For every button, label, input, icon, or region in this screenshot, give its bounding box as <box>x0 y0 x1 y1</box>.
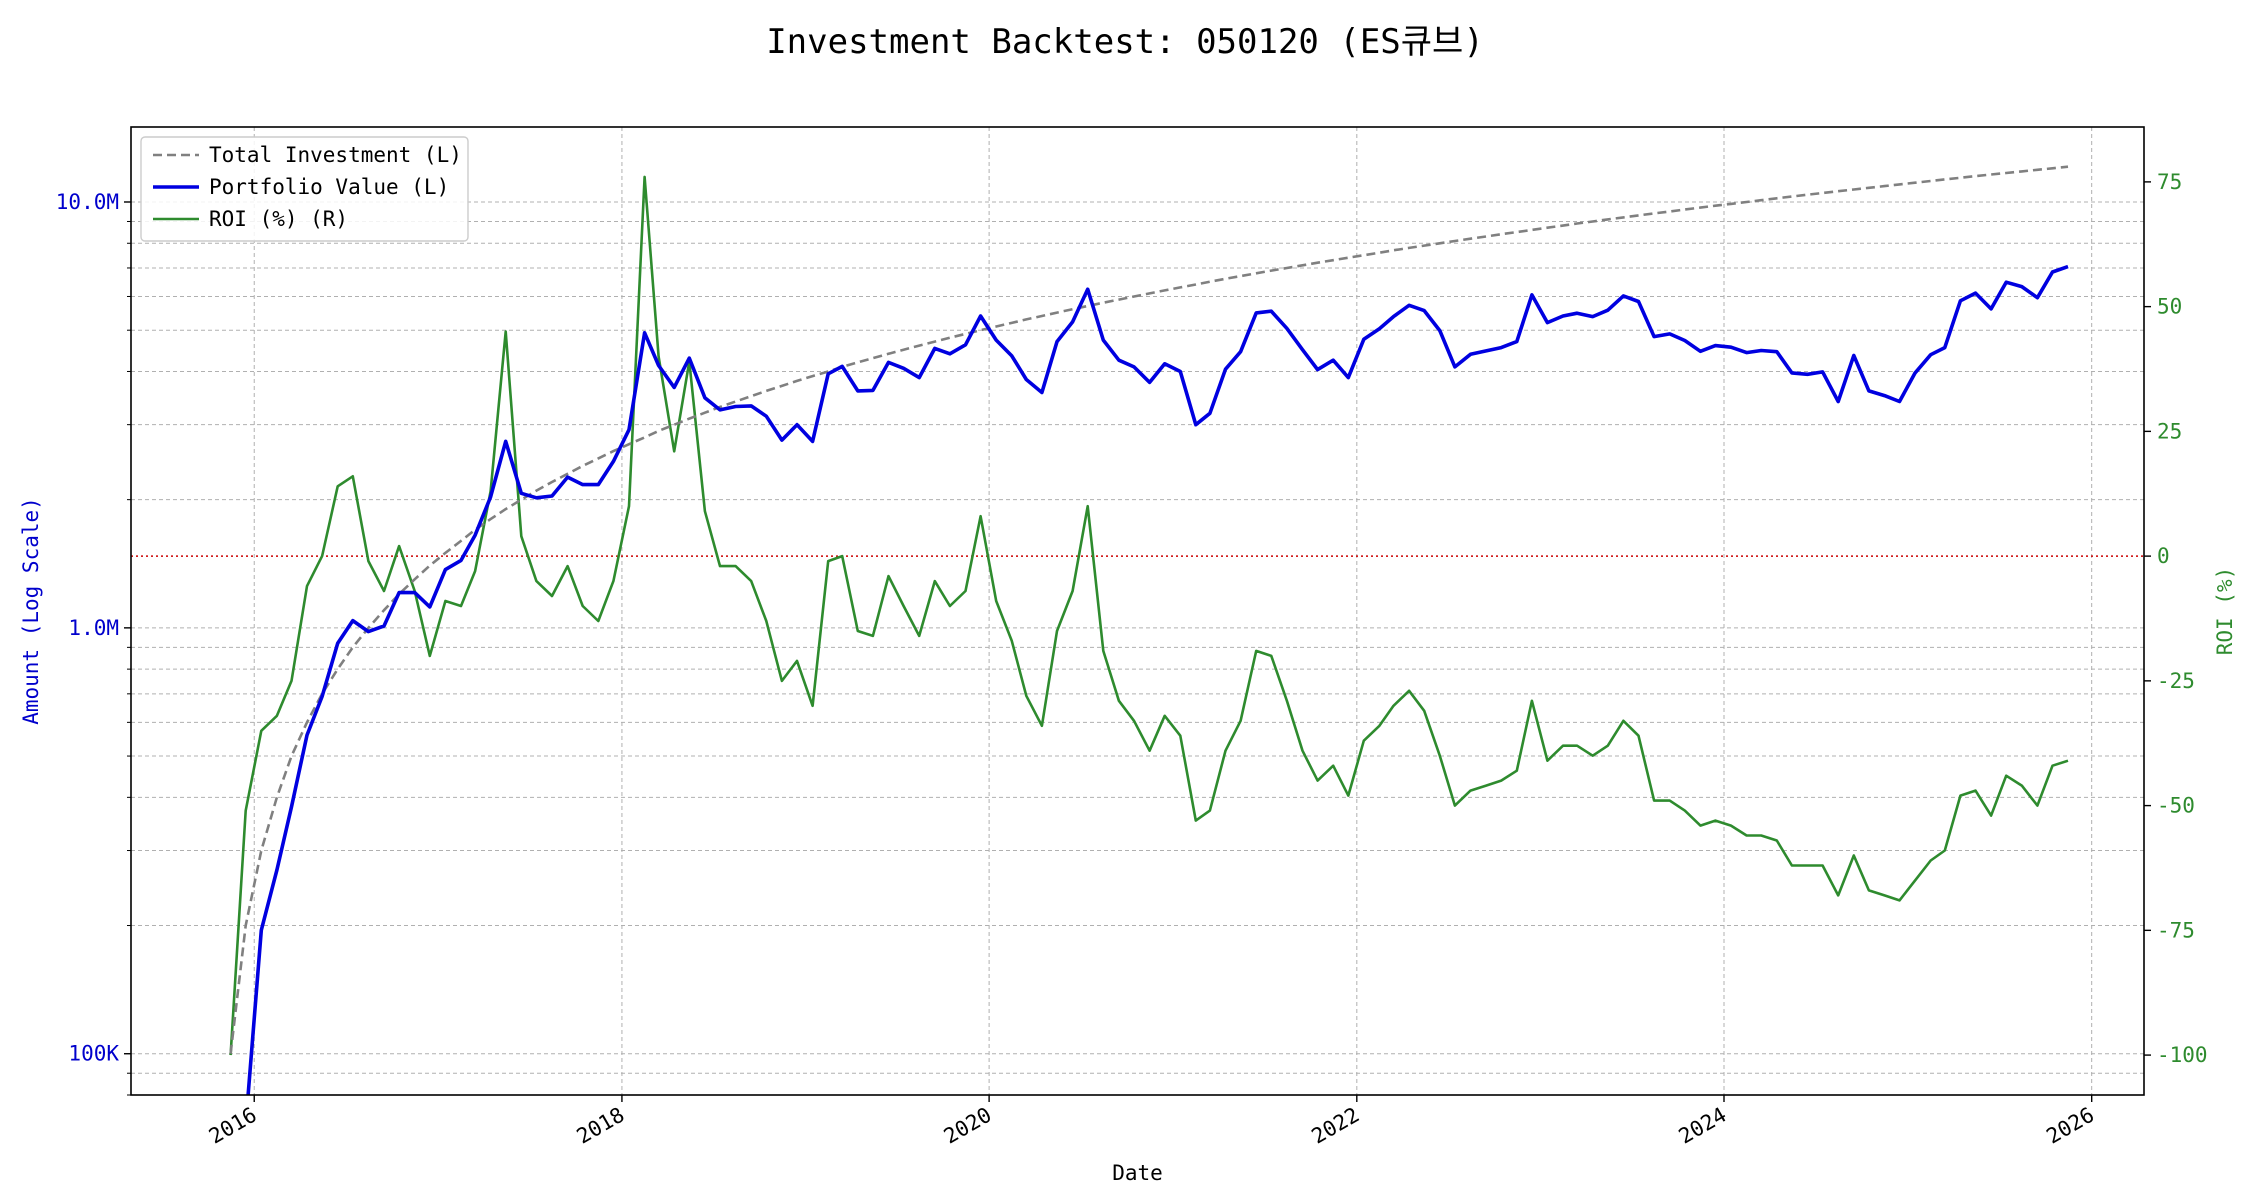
legend: Total Investment (L) Portfolio Value (L) R… <box>140 136 469 242</box>
right-tick-label: 50 <box>2157 295 2182 319</box>
right-tick-label: -75 <box>2157 918 2195 942</box>
legend-roi-label: ROI (%) (R) <box>209 207 348 231</box>
left-axis-label: Amount (Log Scale) <box>19 497 43 725</box>
x-tick-label: 2024 <box>1675 1103 1731 1149</box>
right-tick-label: -25 <box>2157 669 2195 693</box>
right-axis-label: ROI (%) <box>2213 567 2237 656</box>
left-tick-label: 1.0M <box>68 616 119 640</box>
x-axis-label: Date <box>1112 1161 1163 1185</box>
left-tick-label: 10.0M <box>56 190 119 214</box>
x-tick-label: 2022 <box>1308 1103 1364 1149</box>
x-tick-label: 2018 <box>573 1103 629 1149</box>
legend-box <box>140 136 469 242</box>
x-tick-label: 2026 <box>2042 1103 2098 1149</box>
axis-layer: 2016 2018 2020 2022 2024 2026 100K 1.0M 10.0M -10… <box>19 170 2237 1185</box>
left-tick-label: 100K <box>68 1042 119 1066</box>
grid-layer <box>131 127 2144 1096</box>
series-layer <box>229 165 2069 1095</box>
right-tick-label: -100 <box>2157 1043 2208 1067</box>
chart-title: Investment Backtest: 050120 (ES큐브) <box>766 22 1484 62</box>
total-investment-line <box>229 165 2069 1054</box>
right-tick-label: 75 <box>2157 170 2182 194</box>
plot-frame <box>130 126 2145 1096</box>
right-tick-label: 0 <box>2157 544 2170 568</box>
x-tick-label: 2020 <box>940 1103 996 1149</box>
portfolio-value-line <box>246 264 2069 1095</box>
right-tick-label: 25 <box>2157 419 2182 443</box>
roi-line <box>229 175 2069 1056</box>
x-tick-label: 2016 <box>205 1103 261 1149</box>
legend-portfolio-value-label: Portfolio Value (L) <box>209 175 449 199</box>
right-tick-label: -50 <box>2157 794 2195 818</box>
legend-total-investment-label: Total Investment (L) <box>209 143 462 167</box>
